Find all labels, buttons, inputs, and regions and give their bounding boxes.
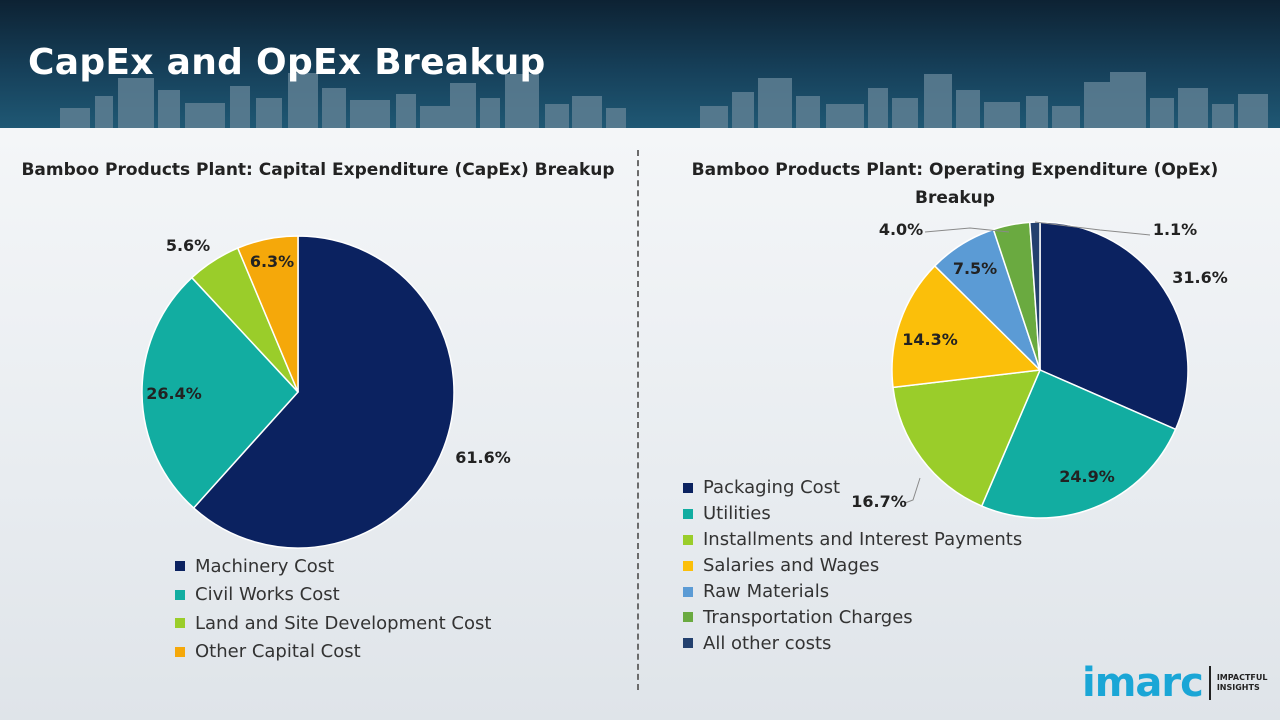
capex-slice-machinery-cost [192,235,455,549]
city-skyline-graphic [60,72,1268,128]
logo-wordmark: imarc [1082,660,1204,706]
opex-data-label: 1.1% [1153,220,1197,239]
capex-data-label: 26.4% [146,384,202,403]
opex-legend-swatch [683,586,693,597]
opex-legend-swatch [683,638,693,649]
capex-legend-label: Machinery Cost [195,555,335,577]
opex-legend-label: Salaries and Wages [703,555,880,577]
section-divider [637,150,639,690]
opex-chart-title: Bamboo Products Plant: Operating Expendi… [691,160,1219,208]
opex-legend-swatch [683,508,693,519]
capex-data-label: 6.3% [250,252,294,271]
opex-leader-line [1034,221,1151,236]
capex-legend-item: Land and Site Development Cost [175,609,491,638]
opex-data-label: 24.9% [1059,467,1115,486]
header-banner: CapEx and OpEx Breakup [0,0,1280,128]
opex-legend-swatch [683,612,693,623]
opex-data-label: 14.3% [902,330,958,349]
opex-legend-swatch [683,560,693,571]
opex-legend-item: Utilities [683,501,1022,527]
capex-legend-item: Other Capital Cost [175,638,491,667]
capex-slice-civil-works-cost [141,276,300,510]
opex-legend-item: Salaries and Wages [683,553,1022,579]
opex-slice-salaries-and-wages [891,264,1042,389]
capex-legend-swatch [175,561,185,572]
capex-data-label: 5.6% [166,236,210,255]
opex-slice-utilities [980,369,1177,519]
opex-legend-label: Installments and Interest Payments [703,529,1023,551]
capex-legend-item: Machinery Cost [175,552,491,581]
opex-data-label: 31.6% [1172,268,1228,287]
capex-chart-title: Bamboo Products Plant: Capital Expenditu… [21,160,615,180]
opex-slice-packaging-cost [1039,221,1189,431]
opex-legend-label: Packaging Cost [703,477,841,499]
capex-data-label: 61.6% [455,448,511,467]
opex-legend-label: Raw Materials [703,581,830,602]
capex-legend-label: Land and Site Development Cost [195,612,492,634]
page-title: CapEx and OpEx Breakup [28,42,546,83]
capex-legend-label: Civil Works Cost [195,584,340,606]
logo-tagline: IMPACTFUL INSIGHTS [1217,673,1268,693]
opex-slice-all-other-costs [1028,221,1041,371]
capex-slice-other-capital-cost [236,235,299,393]
opex-data-label: 16.7% [851,492,907,511]
capex-legend-label: Other Capital Cost [195,641,361,663]
opex-legend-label: Transportation Charges [703,606,913,628]
capex-legend-swatch [175,618,185,629]
logo-tagline-line-1: IMPACTFUL [1216,673,1268,682]
opex-legend-label: All other costs [703,632,832,654]
opex-slice-installments-and-interest-payments [892,369,1042,508]
opex-legend-item: Packaging Cost [683,475,1022,501]
opex-legend-item: Installments and Interest Payments [683,527,1022,553]
opex-legend-item: All other costs [683,630,1022,656]
capex-legend: Machinery Cost Civil Works Cost Land and S… [175,552,491,666]
opex-legend-item: Transportation Charges [683,604,1022,630]
capex-legend-swatch [175,646,185,657]
opex-leader-line [924,227,1010,233]
logo-tagline-line-2: INSIGHTS [1216,683,1260,692]
opex-data-label: 4.0% [879,220,923,239]
opex-leader-line [904,477,921,504]
capex-legend-item: Civil Works Cost [175,581,491,610]
opex-legend-swatch [683,534,693,545]
opex-legend-label: Utilities [703,503,771,525]
opex-data-label: 7.5% [953,259,997,278]
capex-legend-swatch [175,589,185,600]
opex-legend-item: Raw Materials [683,579,1022,605]
opex-legend: Packaging Cost Utilities Installments and … [683,475,1022,656]
imarc-logo: imarc IMPACTFUL INSIGHTS [1082,660,1267,706]
opex-legend-swatch [683,482,693,493]
logo-divider [1208,666,1211,700]
